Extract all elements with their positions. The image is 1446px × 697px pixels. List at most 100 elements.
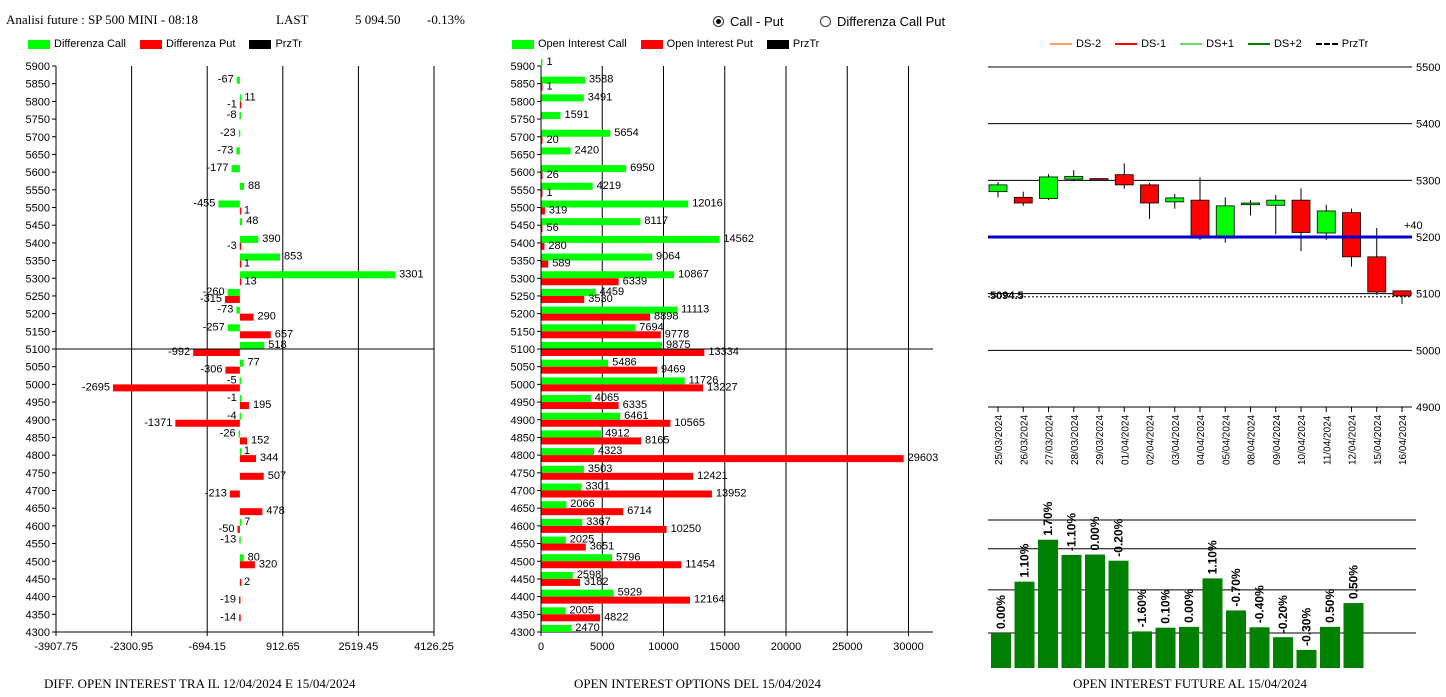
data-label: 80 [248, 551, 260, 563]
legend-item: PrzTr [1315, 38, 1369, 50]
y-tick-label: 5600 [26, 167, 50, 179]
put-bar [541, 384, 704, 392]
data-label: -1 [227, 98, 237, 110]
data-label: 11113 [681, 304, 709, 316]
data-label: -260 [203, 286, 225, 298]
y-tick-label: 5100 [1416, 289, 1440, 301]
legend-swatch [139, 39, 162, 49]
call-bar [236, 147, 240, 155]
data-label: -14 [220, 611, 236, 623]
y-tick-label: 4400 [26, 592, 50, 604]
legend-item: Differenza Call [28, 38, 126, 50]
legend-swatch [640, 39, 663, 49]
future-bar [1202, 578, 1223, 668]
data-label: -315 [200, 293, 222, 305]
x-tick-label: 25/03/2024 [994, 415, 1005, 465]
legend-label: DS-2 [1076, 38, 1102, 50]
y-tick-label: 4700 [511, 486, 535, 498]
data-label: 7 [244, 516, 250, 528]
data-label: 3301 [585, 481, 609, 493]
data-label: 1 [244, 258, 250, 270]
call-bar [541, 94, 584, 102]
data-label: 4219 [597, 180, 621, 192]
x-tick-label: 12/04/2024 [1348, 415, 1359, 465]
data-label: 0.50% [1323, 589, 1337, 623]
radio-diff-label: Differenza Call Put [837, 14, 946, 29]
put-bar [541, 225, 543, 233]
legend-label: Differenza Call [54, 38, 126, 50]
data-label: -4 [227, 410, 237, 422]
call-bar [541, 182, 593, 190]
call-bar [541, 129, 611, 137]
data-label: -0.20% [1112, 518, 1126, 556]
data-label: 10867 [678, 268, 709, 280]
data-label: -1371 [144, 417, 172, 429]
level-label: +40 [1404, 220, 1423, 232]
x-tick-label: 5000 [590, 641, 614, 653]
footer-future: OPEN INTEREST FUTURE AL 15/04/2024 [1073, 676, 1308, 691]
y-tick-label: 4800 [26, 450, 50, 462]
radio-diff-call-put[interactable]: Differenza Call Put [820, 14, 945, 29]
footer-diff: DIFF. OPEN INTEREST TRA IL 12/04/2024 E … [44, 676, 356, 691]
y-tick-label: 5450 [511, 220, 535, 232]
put-bar [541, 490, 712, 498]
data-label: 29603 [908, 452, 939, 464]
y-tick-label: 4550 [511, 539, 535, 551]
data-label: 48 [246, 215, 258, 227]
data-label: 12421 [697, 470, 728, 482]
data-label: 11454 [685, 558, 715, 570]
data-label: 319 [549, 205, 567, 217]
y-tick-label: 5250 [26, 291, 50, 303]
call-bar [541, 536, 566, 544]
data-label: 2470 [575, 622, 599, 634]
future-bar [1320, 626, 1340, 668]
data-label: 3651 [590, 541, 614, 553]
future-bar [1038, 539, 1058, 668]
legend-item: Open Interest Put [640, 38, 753, 50]
data-label: -306 [200, 364, 222, 376]
call-bar [239, 182, 245, 190]
put-bar [238, 596, 241, 604]
radio-selected-icon[interactable] [713, 16, 724, 27]
put-bar [175, 419, 240, 427]
data-label: -177 [207, 162, 229, 174]
put-bar [541, 242, 545, 250]
y-tick-label: 5150 [26, 326, 50, 338]
y-tick-label: 5500 [26, 203, 50, 215]
x-tick-label: 912.65 [266, 641, 300, 653]
legend-item: Open Interest Call [512, 38, 627, 50]
candle-body [1114, 174, 1134, 186]
radio-call-put[interactable]: Call - Put [713, 14, 783, 29]
call-bar [541, 483, 582, 491]
y-tick-label: 5300 [1416, 175, 1440, 187]
data-label: 2005 [570, 604, 594, 616]
x-tick-label: 0 [538, 641, 544, 653]
put-bar [541, 207, 545, 215]
y-tick-label: 5500 [511, 203, 535, 215]
legend-line [1315, 43, 1338, 45]
put-bar [193, 349, 240, 356]
put-bar [541, 295, 585, 303]
y-tick-label: 5650 [511, 149, 535, 161]
y-tick-label: 5700 [511, 132, 535, 144]
radio-unselected-icon[interactable] [820, 16, 831, 27]
data-label: 7694 [639, 321, 663, 333]
data-label: 6950 [630, 162, 654, 174]
put-bar [541, 614, 601, 622]
call-bar [239, 395, 242, 403]
data-label: 13952 [716, 488, 747, 500]
data-label: 9778 [665, 328, 689, 340]
call-bar [239, 342, 265, 349]
x-tick-label: 05/04/2024 [1221, 415, 1232, 465]
data-label: -2695 [82, 381, 110, 393]
future-bar [1296, 649, 1317, 668]
data-label: 4459 [600, 286, 624, 298]
call-bar [231, 165, 240, 173]
call-bar [541, 76, 585, 84]
legend-label: PrzTr [1341, 38, 1369, 50]
call-bar [541, 501, 567, 509]
y-tick-label: 4400 [511, 592, 535, 604]
put-bar [541, 472, 694, 480]
y-tick-label: 5050 [26, 362, 50, 374]
data-label: 3182 [584, 576, 608, 588]
